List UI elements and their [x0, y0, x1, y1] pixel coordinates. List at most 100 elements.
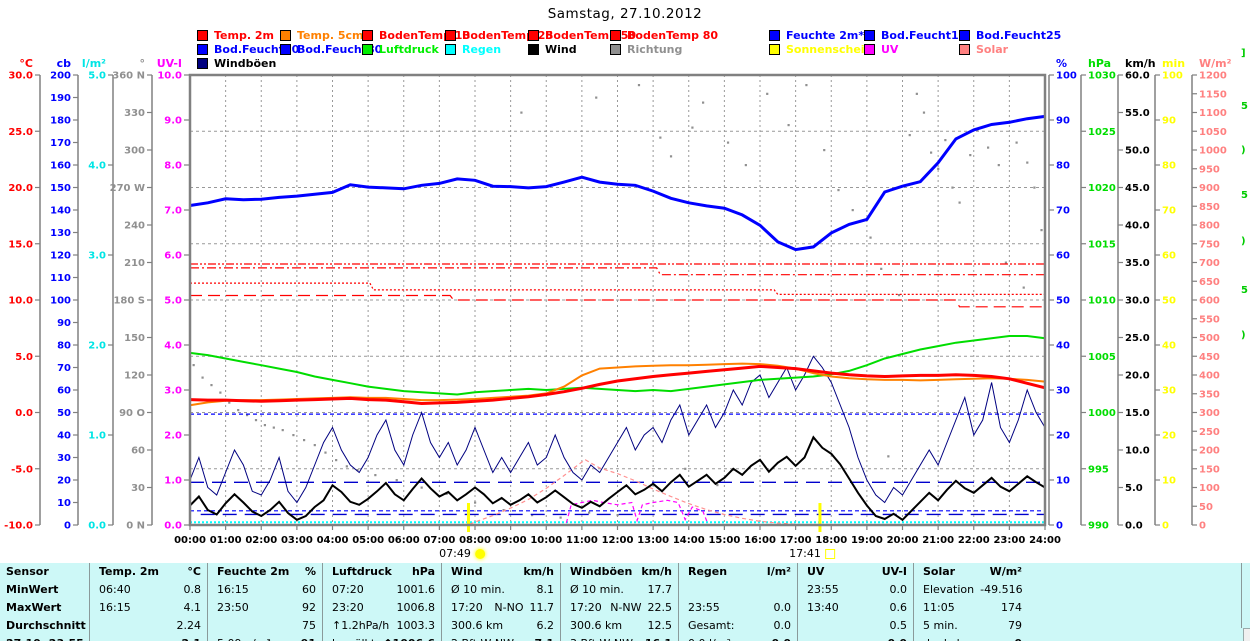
series-dot-Richtung	[210, 384, 213, 387]
table-cell: 11:05 174	[913, 599, 1028, 617]
x-axis-label: 04:00	[317, 535, 349, 546]
cell-value: 17.7	[642, 581, 679, 599]
table-row-label: MaxWert	[6, 601, 62, 614]
table-column-divider	[89, 563, 90, 641]
clipped-axis-fragment: )	[1241, 330, 1246, 341]
series-dot-Richtung	[192, 364, 195, 367]
legend-item: Bod.Feucht25	[959, 28, 1062, 42]
cell-number: 0.0	[888, 635, 908, 641]
legend-label: Bod.Feucht25	[976, 28, 1062, 42]
axis-unit-label: hPa	[1088, 57, 1111, 70]
cell-number: 11.7	[529, 601, 555, 614]
cell-number: 2.1	[182, 635, 202, 641]
series-dot-Richtung	[616, 514, 619, 517]
series-dot-Richtung	[559, 516, 562, 519]
legend-label: Wind	[545, 42, 577, 56]
cell-value: N-NW 22.5	[610, 599, 678, 617]
series-dot-Richtung	[823, 149, 826, 152]
legend-swatch-icon	[528, 29, 539, 41]
sunset-icon	[824, 548, 835, 559]
table-column-divider	[560, 563, 561, 641]
cell-number: 16.1	[645, 635, 672, 641]
axis-tick-label: 60	[57, 386, 71, 397]
axis-tick-label: 30	[57, 453, 71, 464]
axis-tick-label: 6.0	[164, 251, 182, 262]
window-corner-grip	[1243, 628, 1250, 641]
axis-tick-label: 100	[1162, 71, 1183, 82]
legend-swatch-icon	[528, 43, 539, 55]
axis-tick-label: 10	[57, 498, 71, 509]
cell-text: 07:20	[332, 583, 364, 596]
axis-tick-label: 70	[57, 363, 71, 374]
x-axis-label: 09:00	[495, 535, 527, 546]
axis-tick-label: 110	[50, 273, 71, 284]
legend-swatch-icon	[769, 29, 780, 41]
series-BodenTemp 50	[190, 267, 1045, 276]
legend-item: Wind	[528, 42, 577, 56]
chart-title: Samstag, 27.10.2012	[547, 6, 703, 22]
table-column-header: UV UV-I	[797, 563, 913, 581]
axis-tick-label: 1.0	[88, 431, 106, 442]
column-title: UV	[807, 565, 825, 578]
cell-value: 75	[296, 617, 322, 635]
axis-tick-label: 25.0	[8, 127, 33, 138]
axis-tick-label: 55.0	[1125, 108, 1150, 119]
cell-value: 0.0	[768, 599, 798, 617]
cell-text: 3 Bft W-NW	[560, 635, 633, 641]
x-axis-label: 00:00	[174, 535, 206, 546]
axis-tick-label: 30.0	[1125, 296, 1150, 307]
cell-text: 300.6 km	[451, 619, 504, 632]
series-dot-Richtung	[944, 139, 947, 142]
column-unit: hPa	[411, 565, 435, 578]
cell-number: 17.7	[647, 583, 673, 596]
axis-tick-label: 650	[1199, 277, 1220, 288]
axis-tick-label: 8.0	[164, 161, 182, 172]
cell-text: Ø 10 min.	[570, 583, 624, 596]
axis-tick-label: 0	[1162, 521, 1169, 532]
table-cell: 13:40 0.6	[797, 599, 913, 617]
series-dot-Richtung	[805, 84, 808, 87]
axis-tick-label: 15.0	[1125, 408, 1150, 419]
axis-tick-label: 90	[57, 318, 71, 329]
series-dot-Richtung	[228, 401, 231, 404]
cell-value: 91	[295, 635, 322, 641]
table-cell: 5 min. 79	[913, 617, 1028, 635]
table-cell: 300.6 km 12.5	[560, 617, 678, 635]
clipped-axis-fragment: )	[1241, 236, 1246, 247]
axis-tick-label: 240	[124, 221, 145, 232]
table-cell: 16:15 60	[207, 581, 322, 599]
axis-tick-label: 350	[1199, 389, 1220, 400]
cell-number: 0	[1014, 635, 1022, 641]
cell-value: 1006.8	[391, 599, 442, 617]
cell-text: 17:20	[451, 601, 483, 614]
legend-label: Windböen	[214, 56, 277, 70]
axis-tick-label: 4.0	[164, 341, 182, 352]
series-dot-Richtung	[880, 267, 883, 270]
table-row-label: Sensor	[6, 565, 49, 578]
x-axis-label: 20:00	[887, 535, 919, 546]
axis-tick-label: 25.0	[1125, 333, 1150, 344]
legend-item: Bod.Feucht80	[280, 43, 382, 56]
cell-text: 5 min.	[923, 619, 958, 632]
cell-direction: N-NW	[610, 601, 642, 614]
cell-number: 79	[1008, 619, 1022, 632]
table-row-label: Durchschnitt	[6, 619, 86, 632]
series-dot-Richtung	[246, 414, 249, 417]
axis-tick-label: 140	[50, 206, 71, 217]
legend-swatch-icon	[197, 57, 208, 69]
x-axis-label: 16:00	[744, 535, 776, 546]
series-dot-Richtung	[313, 444, 316, 447]
series-dot-Richtung	[281, 429, 284, 432]
legend-swatch-icon	[197, 29, 208, 41]
cell-number: 1001.6	[396, 583, 436, 596]
axis-unit-label: W/m²	[1199, 57, 1232, 70]
series-dot-Richtung	[691, 126, 694, 129]
series-dot-Richtung	[930, 151, 933, 154]
axis-tick-label: 600	[1199, 296, 1220, 307]
table-column-divider	[207, 563, 208, 641]
axis-tick-label: 70	[1056, 206, 1070, 217]
table-cell: 3 Bft W-NW 16.1	[560, 635, 678, 641]
cell-text: 0.0 l/m²	[678, 635, 731, 641]
series-dot-Richtung	[356, 469, 359, 472]
cell-text: Elevation	[923, 583, 975, 596]
